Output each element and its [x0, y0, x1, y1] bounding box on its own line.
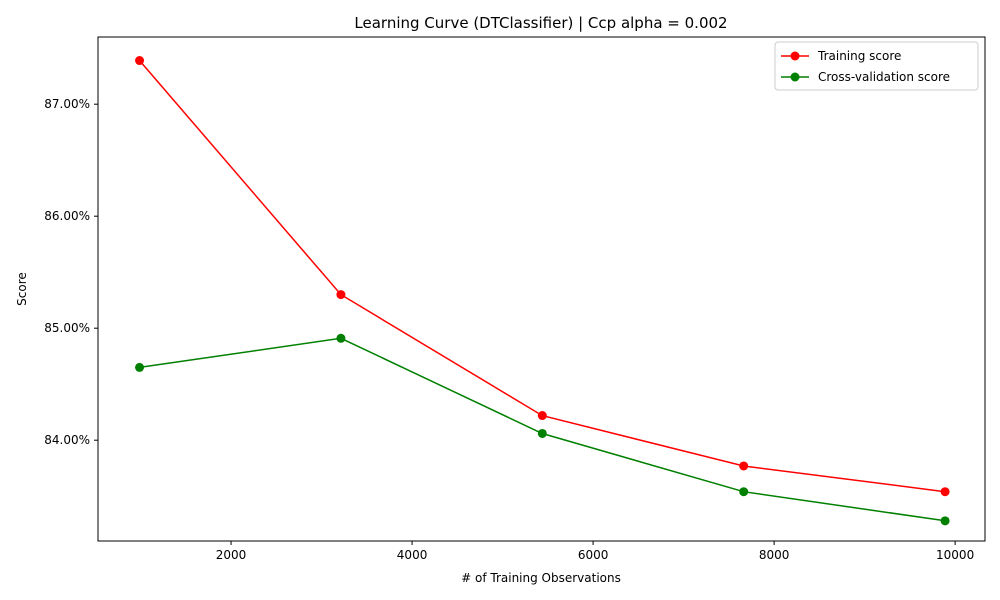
plot-area: [135, 56, 950, 526]
cross-validation-score-point: [940, 516, 950, 526]
y-tick-label: 87.00%: [44, 97, 90, 111]
cross-validation-score-point: [537, 428, 547, 438]
cross-validation-score-point: [336, 333, 346, 343]
chart-title: Learning Curve (DTClassifier) | Ccp alph…: [354, 14, 727, 32]
x-tick-label: 4000: [397, 548, 428, 562]
y-axis: 84.00% 85.00% 86.00% 87.00%: [44, 97, 98, 447]
training-score-point: [135, 56, 145, 66]
training-score-point: [537, 411, 547, 421]
x-tick-label: 8000: [759, 548, 790, 562]
x-tick-label: 6000: [578, 548, 609, 562]
y-tick-label: 84.00%: [44, 433, 90, 447]
y-axis-label: Score: [15, 272, 29, 306]
plot-frame: [97, 36, 986, 542]
legend-box: [774, 41, 979, 91]
training-score-point: [940, 487, 950, 497]
training-score-point: [739, 461, 749, 471]
x-tick-label: 10000: [936, 548, 974, 562]
legend-cross-validation-score-label: Cross-validation score: [818, 70, 950, 84]
cross-validation-score-point: [739, 487, 749, 497]
legend-training-score-label: Training score: [817, 49, 901, 63]
cross-validation-score-point: [135, 362, 145, 372]
y-tick-label: 85.00%: [44, 321, 90, 335]
x-axis-label: # of Training Observations: [461, 571, 621, 585]
legend-cross-validation-score-marker: [790, 72, 800, 82]
y-tick-label: 86.00%: [44, 209, 90, 223]
x-axis: 2000 4000 6000 8000 10000: [216, 541, 974, 562]
legend: Training score Cross-validation score: [774, 41, 979, 91]
x-tick-label: 2000: [216, 548, 247, 562]
legend-training-score-marker: [790, 51, 800, 61]
training-score-point: [336, 290, 346, 300]
